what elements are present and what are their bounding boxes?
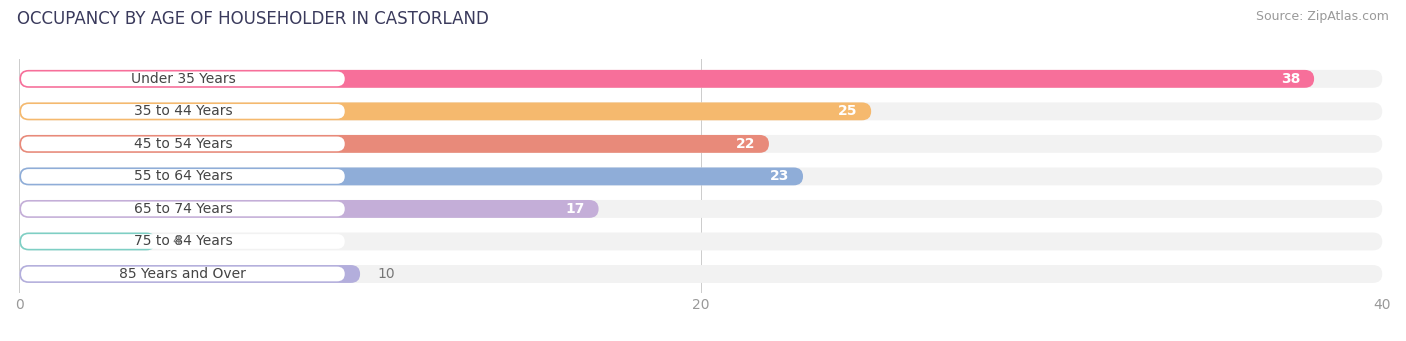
Text: 85 Years and Over: 85 Years and Over [120, 267, 246, 281]
FancyBboxPatch shape [20, 135, 1382, 153]
FancyBboxPatch shape [21, 136, 344, 151]
FancyBboxPatch shape [20, 70, 1382, 88]
Text: Source: ZipAtlas.com: Source: ZipAtlas.com [1256, 10, 1389, 23]
Text: 75 to 84 Years: 75 to 84 Years [134, 235, 232, 249]
FancyBboxPatch shape [20, 200, 599, 218]
FancyBboxPatch shape [20, 233, 156, 250]
FancyBboxPatch shape [20, 102, 1382, 120]
FancyBboxPatch shape [20, 167, 803, 186]
Text: 25: 25 [838, 104, 858, 118]
FancyBboxPatch shape [21, 169, 344, 184]
Text: 23: 23 [770, 169, 789, 183]
Text: 65 to 74 Years: 65 to 74 Years [134, 202, 232, 216]
FancyBboxPatch shape [20, 102, 872, 120]
Text: OCCUPANCY BY AGE OF HOUSEHOLDER IN CASTORLAND: OCCUPANCY BY AGE OF HOUSEHOLDER IN CASTO… [17, 10, 489, 28]
FancyBboxPatch shape [21, 72, 344, 86]
FancyBboxPatch shape [20, 200, 1382, 218]
FancyBboxPatch shape [20, 233, 1382, 250]
Text: 10: 10 [377, 267, 395, 281]
Text: 38: 38 [1281, 72, 1301, 86]
FancyBboxPatch shape [20, 135, 769, 153]
FancyBboxPatch shape [21, 202, 344, 216]
Text: 4: 4 [173, 235, 181, 249]
Text: 45 to 54 Years: 45 to 54 Years [134, 137, 232, 151]
FancyBboxPatch shape [20, 265, 1382, 283]
Text: 35 to 44 Years: 35 to 44 Years [134, 104, 232, 118]
FancyBboxPatch shape [20, 265, 360, 283]
Text: Under 35 Years: Under 35 Years [131, 72, 235, 86]
FancyBboxPatch shape [21, 267, 344, 281]
FancyBboxPatch shape [21, 234, 344, 249]
Text: 17: 17 [565, 202, 585, 216]
Text: 55 to 64 Years: 55 to 64 Years [134, 169, 232, 183]
Text: 22: 22 [735, 137, 755, 151]
FancyBboxPatch shape [21, 104, 344, 119]
FancyBboxPatch shape [20, 70, 1315, 88]
FancyBboxPatch shape [20, 167, 1382, 186]
